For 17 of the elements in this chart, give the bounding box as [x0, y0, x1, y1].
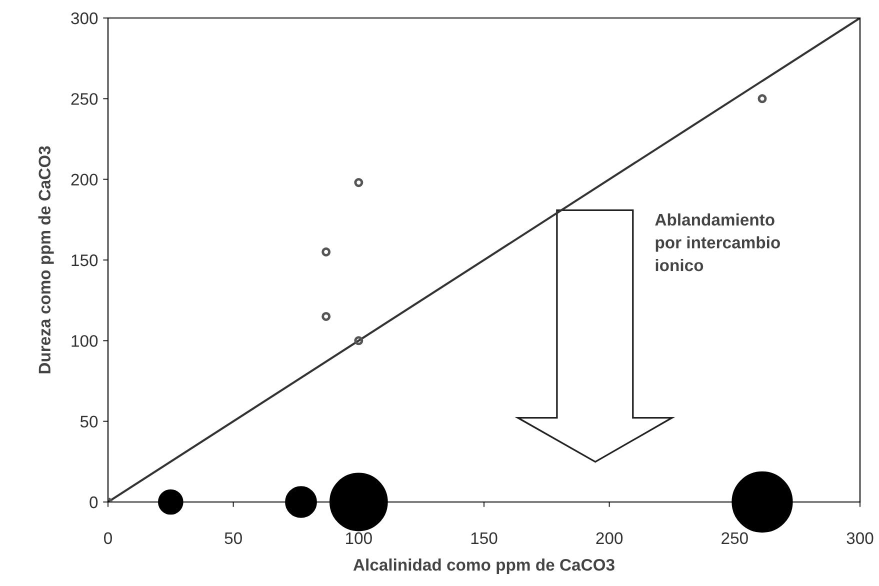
- y-tick-label: 0: [90, 496, 98, 508]
- x-tick-label: 200: [596, 532, 623, 544]
- x-tick-label: 150: [471, 532, 498, 544]
- y-tick-label: 200: [71, 174, 98, 186]
- x-tick-label: 0: [104, 532, 112, 544]
- x-tick-label: 300: [846, 532, 874, 544]
- x-axis-title: Alcalinidad como ppm de CaCO3: [353, 558, 614, 574]
- annotation: Ablandamiento por intercambio ionico: [655, 213, 780, 272]
- y-axis-title: Dureza como ppm de CaCO3: [38, 146, 54, 374]
- y-tick-label: 300: [71, 12, 98, 24]
- y-tick-label: 150: [72, 254, 98, 266]
- y-tick-label: 100: [72, 335, 98, 347]
- y-tick-label: 50: [80, 416, 98, 428]
- x-tick-label: 250: [722, 532, 748, 544]
- x-tick-label: 100: [346, 532, 372, 544]
- y-tick-label: 250: [71, 93, 98, 105]
- x-tick-label: 50: [224, 532, 242, 544]
